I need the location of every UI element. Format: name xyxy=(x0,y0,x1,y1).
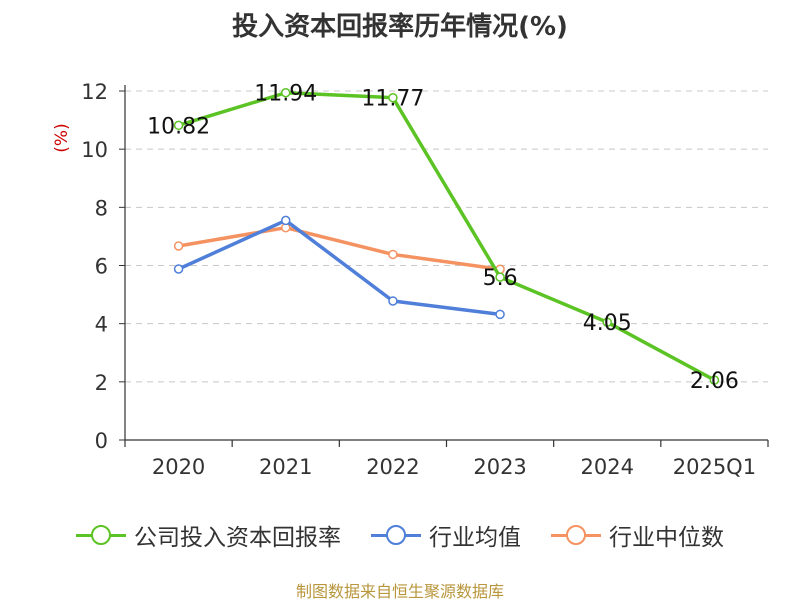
x-tick-label: 2022 xyxy=(366,455,419,479)
data-point-0 xyxy=(495,272,505,282)
data-label: 11.94 xyxy=(254,82,317,107)
data-point-2 xyxy=(388,249,398,260)
chart-legend: 公司投入资本回报率 行业均值 行业中位数 xyxy=(0,518,800,552)
y-tick-label: 12 xyxy=(81,80,108,104)
legend-label-industry-median: 行业中位数 xyxy=(609,525,724,551)
x-tick-label: 2024 xyxy=(581,455,634,479)
data-label: 2.06 xyxy=(690,369,739,394)
data-point-0 xyxy=(173,120,184,131)
series-line-0 xyxy=(178,90,716,382)
data-point-0 xyxy=(281,87,291,98)
legend-item-company[interactable]: 公司投入资本回报率 xyxy=(76,518,341,552)
data-source-note: 制图数据来自恒生聚源数据库 xyxy=(295,582,504,601)
data-point-2 xyxy=(173,241,184,251)
data-point-0 xyxy=(602,317,612,327)
y-tick-label: 0 xyxy=(95,429,108,453)
legend-marker-company xyxy=(76,525,126,545)
data-point-0 xyxy=(388,92,398,103)
legend-marker-industry-mean xyxy=(371,525,421,545)
data-label: 4.05 xyxy=(583,311,632,336)
y-tick-label: 10 xyxy=(81,138,108,162)
y-tick-label: 8 xyxy=(95,196,108,220)
data-point-0 xyxy=(709,375,720,385)
legend-item-industry-median[interactable]: 行业中位数 xyxy=(551,518,724,552)
x-tick-label: 2025Q1 xyxy=(673,455,756,479)
data-label: 5.6 xyxy=(483,266,518,291)
data-point-1 xyxy=(281,215,291,226)
series-line-2 xyxy=(178,225,501,272)
y-tick-label: 2 xyxy=(95,371,108,395)
data-label: 10.82 xyxy=(147,114,210,139)
data-point-1 xyxy=(173,264,184,274)
data-point-1 xyxy=(388,296,398,306)
x-tick-label: 2020 xyxy=(152,455,205,479)
x-tick-label: 2021 xyxy=(259,455,312,479)
legend-item-industry-mean[interactable]: 行业均值 xyxy=(371,518,521,552)
y-tick-label: 4 xyxy=(95,313,108,337)
series-line-1 xyxy=(177,218,501,317)
y-tick-label: 6 xyxy=(95,255,108,279)
data-label: 11.77 xyxy=(361,87,424,112)
x-tick-label: 2023 xyxy=(473,455,526,479)
chart-title: 投入资本回报率历年情况(%) xyxy=(232,12,568,42)
legend-label-company: 公司投入资本回报率 xyxy=(134,525,341,551)
legend-label-industry-mean: 行业均值 xyxy=(429,525,521,551)
legend-marker-industry-median xyxy=(551,525,601,545)
data-point-1 xyxy=(495,309,505,320)
